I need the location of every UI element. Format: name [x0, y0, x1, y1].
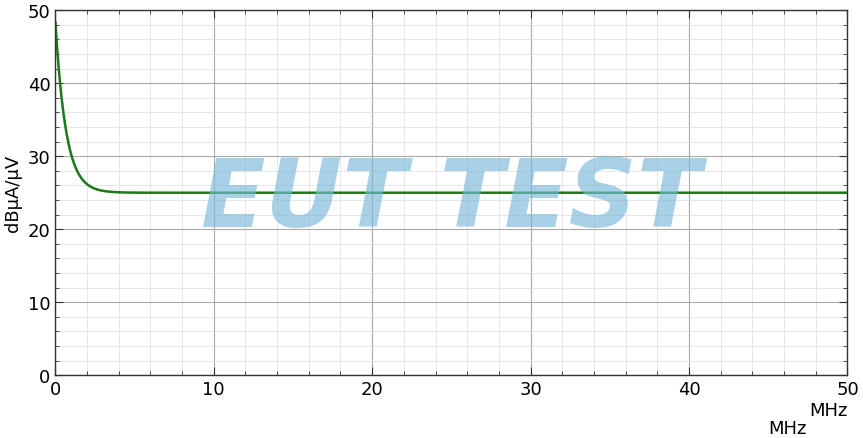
Text: MHz: MHz: [768, 419, 807, 437]
Text: MHz: MHz: [809, 401, 847, 419]
Y-axis label: dBμA/μV: dBμA/μV: [4, 155, 22, 232]
Text: EUT TEST: EUT TEST: [201, 155, 702, 247]
